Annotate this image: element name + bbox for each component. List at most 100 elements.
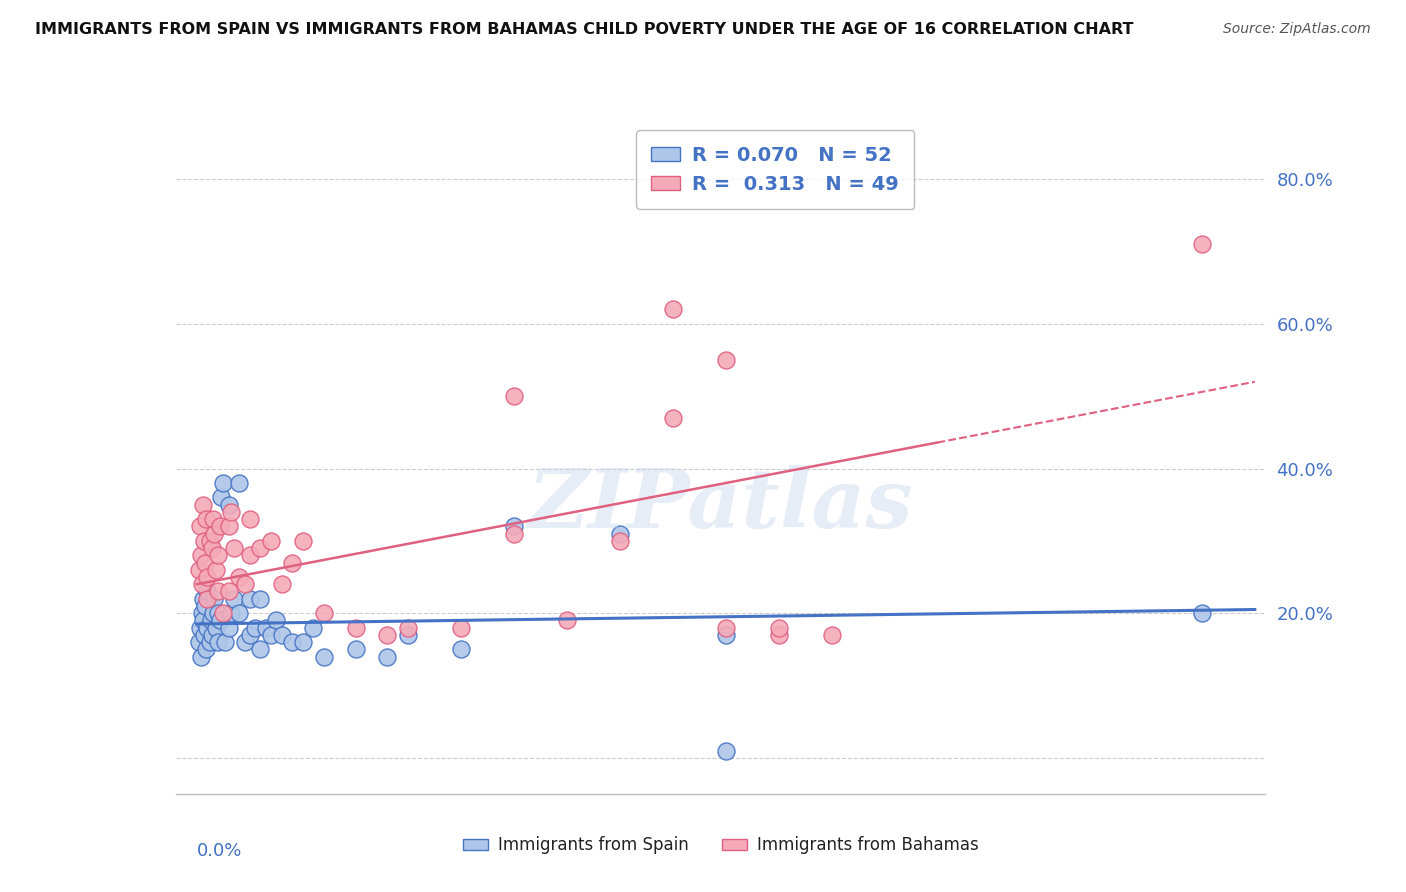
Point	[195, 512, 218, 526]
Point	[209, 519, 232, 533]
Point	[207, 584, 229, 599]
Point	[209, 613, 232, 627]
Point	[212, 475, 235, 490]
Point	[214, 635, 236, 649]
Point	[190, 649, 212, 664]
Point	[503, 526, 526, 541]
Point	[662, 411, 685, 425]
Point	[191, 577, 214, 591]
Point	[714, 353, 737, 368]
Point	[291, 533, 314, 548]
Point	[1191, 606, 1213, 620]
Point	[188, 621, 211, 635]
Point	[228, 606, 250, 620]
Text: IMMIGRANTS FROM SPAIN VS IMMIGRANTS FROM BAHAMAS CHILD POVERTY UNDER THE AGE OF : IMMIGRANTS FROM SPAIN VS IMMIGRANTS FROM…	[35, 22, 1133, 37]
Point	[193, 533, 215, 548]
Point	[202, 591, 225, 606]
Point	[714, 628, 737, 642]
Point	[193, 628, 215, 642]
Point	[821, 628, 844, 642]
Point	[312, 606, 335, 620]
Point	[194, 556, 217, 570]
Point	[197, 591, 219, 606]
Point	[233, 577, 256, 591]
Point	[202, 526, 225, 541]
Point	[450, 621, 472, 635]
Point	[198, 533, 221, 548]
Point	[450, 642, 472, 657]
Point	[201, 512, 224, 526]
Point	[205, 621, 228, 635]
Point	[398, 628, 420, 642]
Text: ZIPatlas: ZIPatlas	[527, 466, 914, 545]
Point	[222, 541, 245, 555]
Legend: Immigrants from Spain, Immigrants from Bahamas: Immigrants from Spain, Immigrants from B…	[456, 830, 986, 861]
Point	[207, 635, 229, 649]
Point	[188, 519, 211, 533]
Point	[201, 541, 224, 555]
Point	[218, 621, 240, 635]
Point	[205, 563, 228, 577]
Point	[714, 743, 737, 757]
Point	[218, 584, 240, 599]
Point	[193, 591, 215, 606]
Point	[197, 584, 219, 599]
Point	[191, 606, 214, 620]
Point	[609, 526, 631, 541]
Point	[375, 628, 398, 642]
Point	[254, 621, 277, 635]
Point	[249, 642, 271, 657]
Point	[243, 621, 266, 635]
Point	[197, 621, 219, 635]
Point	[194, 599, 217, 613]
Point	[207, 606, 229, 620]
Point	[188, 563, 211, 577]
Point	[768, 628, 790, 642]
Point	[209, 491, 232, 505]
Point	[270, 577, 292, 591]
Point	[555, 613, 578, 627]
Point	[193, 498, 215, 512]
Point	[1191, 237, 1213, 252]
Point	[228, 570, 250, 584]
Point	[218, 498, 240, 512]
Point	[193, 613, 215, 627]
Point	[188, 635, 211, 649]
Point	[503, 389, 526, 403]
Point	[239, 549, 262, 563]
Point	[219, 505, 242, 519]
Point	[190, 549, 212, 563]
Text: 0.0%: 0.0%	[197, 842, 242, 860]
Point	[344, 642, 367, 657]
Point	[249, 591, 271, 606]
Point	[609, 533, 631, 548]
Point	[207, 549, 229, 563]
Point	[281, 556, 304, 570]
Point	[212, 606, 235, 620]
Point	[264, 613, 287, 627]
Point	[200, 613, 222, 627]
Point	[768, 621, 790, 635]
Point	[503, 519, 526, 533]
Point	[344, 621, 367, 635]
Point	[249, 541, 271, 555]
Text: Source: ZipAtlas.com: Source: ZipAtlas.com	[1223, 22, 1371, 37]
Point	[228, 475, 250, 490]
Point	[201, 628, 224, 642]
Point	[195, 642, 218, 657]
Point	[219, 606, 242, 620]
Point	[239, 512, 262, 526]
Point	[222, 591, 245, 606]
Point	[239, 628, 262, 642]
Point	[260, 533, 283, 548]
Point	[270, 628, 292, 642]
Point	[398, 621, 420, 635]
Point	[239, 591, 262, 606]
Point	[714, 621, 737, 635]
Point	[302, 621, 325, 635]
Point	[197, 570, 219, 584]
Point	[260, 628, 283, 642]
Point	[291, 635, 314, 649]
Point	[312, 649, 335, 664]
Point	[281, 635, 304, 649]
